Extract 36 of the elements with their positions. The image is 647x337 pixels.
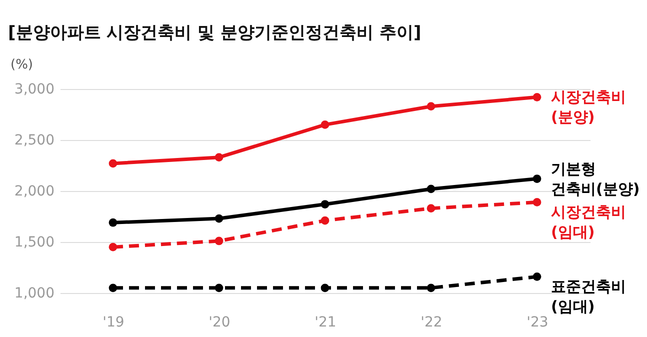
point: [320, 200, 330, 208]
point: [426, 284, 436, 292]
y-tick-label: 2,000: [14, 184, 54, 200]
point: [426, 204, 436, 213]
x-tick-label: '21: [314, 314, 336, 330]
point: [320, 120, 330, 129]
point: [214, 284, 224, 292]
series-label: 표준건축비 (임대): [551, 278, 626, 316]
point: [108, 159, 118, 168]
x-tick-label: '20: [208, 314, 230, 330]
point: [108, 218, 118, 227]
y-axis-title: (%): [10, 58, 33, 72]
chart-title: [분양아파트 시장건축비 및 분양기준인정건축비 추이]: [8, 23, 422, 43]
y-tick-label: 3,000: [14, 82, 54, 98]
point: [214, 153, 224, 162]
point: [426, 184, 436, 194]
x-tick-label: '19: [102, 314, 124, 330]
point: [532, 174, 542, 183]
point: [532, 198, 542, 206]
point: [532, 92, 542, 102]
point: [214, 236, 224, 246]
y-tick-label: 1,000: [14, 286, 54, 302]
series-label: 시장건축비 (임대): [551, 203, 626, 242]
series-label: 기본형 건축비(분양): [551, 160, 640, 198]
point: [214, 214, 224, 223]
y-tick-label: 1,500: [14, 234, 54, 250]
point: [108, 284, 118, 292]
x-tick-label: '23: [526, 314, 548, 330]
series-label: 시장건축비 (분양): [551, 88, 626, 126]
point: [320, 216, 330, 225]
point: [320, 284, 330, 292]
point: [532, 272, 542, 281]
point: [108, 242, 118, 252]
point: [426, 102, 436, 111]
y-tick-label: 2,500: [14, 132, 54, 148]
x-tick-label: '22: [420, 314, 442, 330]
